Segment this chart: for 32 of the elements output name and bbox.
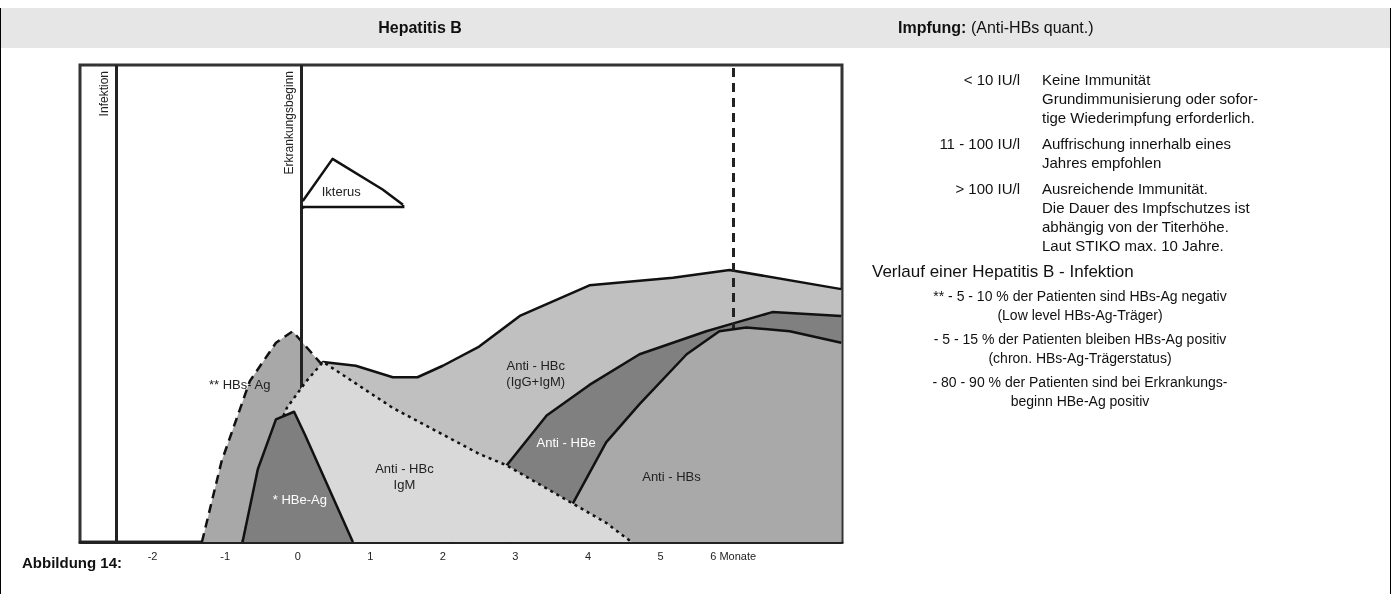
series-label: Ikterus xyxy=(321,183,362,199)
x-tick-label: 6 Monate xyxy=(710,549,757,562)
x-tick-label: 5 xyxy=(657,549,664,562)
x-tick-label: -2 xyxy=(147,549,158,562)
x-tick-label: 3 xyxy=(512,549,519,562)
ref-line-label: Infektion xyxy=(97,71,112,117)
ref-line-label: Erkrankungsbeginn xyxy=(282,71,297,175)
text: Keine Immunität Grundimmunisierung oder sofor- tige Wiederimpfung erforderlich. xyxy=(1042,70,1258,127)
x-tick-label: 0 xyxy=(294,549,301,562)
text: - 5 - 15 % der Patienten bleiben HBs-Ag positiv (chron. HBs-Ag-Trägerstatus) xyxy=(932,330,1228,368)
text: Auffrischung innerhalb eines Jahres empfohlen xyxy=(1042,134,1232,172)
series-label: Anti - HBc IgM xyxy=(375,461,435,493)
text: - 80 - 90 % der Patienten sind bei Erkrankungs- beginn HBe-Ag positiv xyxy=(931,373,1229,411)
series-label: ** HBs- Ag xyxy=(208,377,271,393)
text: Abbildung 14: xyxy=(22,554,122,571)
chart-title: Hepatitis B xyxy=(377,19,463,37)
x-tick-label: 4 xyxy=(584,549,592,562)
text: Ausreichende Immunität. Die Dauer des Impfschutzes ist abhängig von der Titerhöhe. Laut STIKO max. 10 Jahre. xyxy=(1042,179,1250,255)
x-tick-label: 2 xyxy=(439,549,446,562)
text: ** - 5 - 10 % der Patienten sind HBs-Ag negativ (Low level HBs-Ag-Träger) xyxy=(932,287,1228,325)
text: < 10 IU/l xyxy=(962,70,1021,90)
x-tick-label: -1 xyxy=(220,549,231,562)
series-label: Anti - HBc (IgG+IgM) xyxy=(506,357,566,389)
series-label: Anti - HBe xyxy=(536,434,596,450)
text: Verlauf einer Hepatitis B - Infektion xyxy=(871,262,1135,281)
text: (Anti-HBs quant.) xyxy=(970,19,1094,36)
series-label: * HBe-Ag xyxy=(272,492,327,508)
text: 11 - 100 IU/l xyxy=(938,134,1021,154)
series-label: Anti - HBs xyxy=(642,469,702,485)
text: > 100 IU/l xyxy=(954,179,1021,199)
x-tick-label: 1 xyxy=(367,549,374,562)
text: Impfung: xyxy=(898,19,967,36)
